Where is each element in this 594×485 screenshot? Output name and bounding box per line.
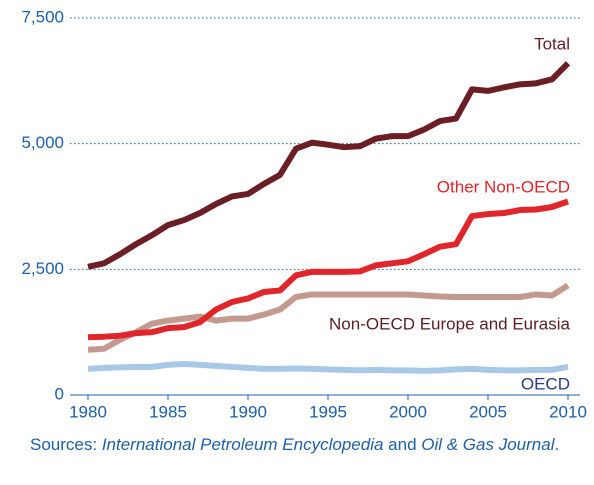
series-label: OECD — [521, 374, 570, 393]
source-text: and — [383, 435, 422, 454]
x-tick-label: 1985 — [149, 402, 187, 421]
y-tick-label: 2,500 — [21, 259, 64, 278]
series-label: Other Non-OECD — [437, 177, 570, 196]
chart: 0 2,500 5,000 7,500 1980 1985 1990 1995 2000 2005… — [21, 7, 587, 421]
series-label: Total — [534, 34, 570, 53]
series-line — [87, 198, 569, 341]
series-line — [87, 282, 570, 353]
x-tick-label: 1980 — [69, 402, 107, 421]
series-line — [87, 61, 571, 270]
source-text: Oil & Gas Journal — [421, 435, 555, 454]
source-text: International Petroleum Encyclopedia — [101, 435, 384, 454]
series-line — [87, 360, 569, 374]
x-tick-label: 2005 — [469, 402, 507, 421]
x-tick-label: 1990 — [229, 402, 267, 421]
source-text: Sources: — [30, 435, 102, 454]
source-note: Sources: International Petroleum Encyclo… — [8, 434, 588, 456]
x-tick-label: 2010 — [549, 402, 587, 421]
y-tick-label: 5,000 — [21, 133, 64, 152]
y-tick-label: 7,500 — [21, 7, 64, 26]
y-tick-label: 0 — [55, 384, 64, 403]
x-tick-label: 1995 — [309, 402, 347, 421]
source-text: . — [554, 435, 560, 454]
series-label: Non-OECD Europe and Eurasia — [329, 314, 571, 333]
x-tick-label: 2000 — [389, 402, 427, 421]
